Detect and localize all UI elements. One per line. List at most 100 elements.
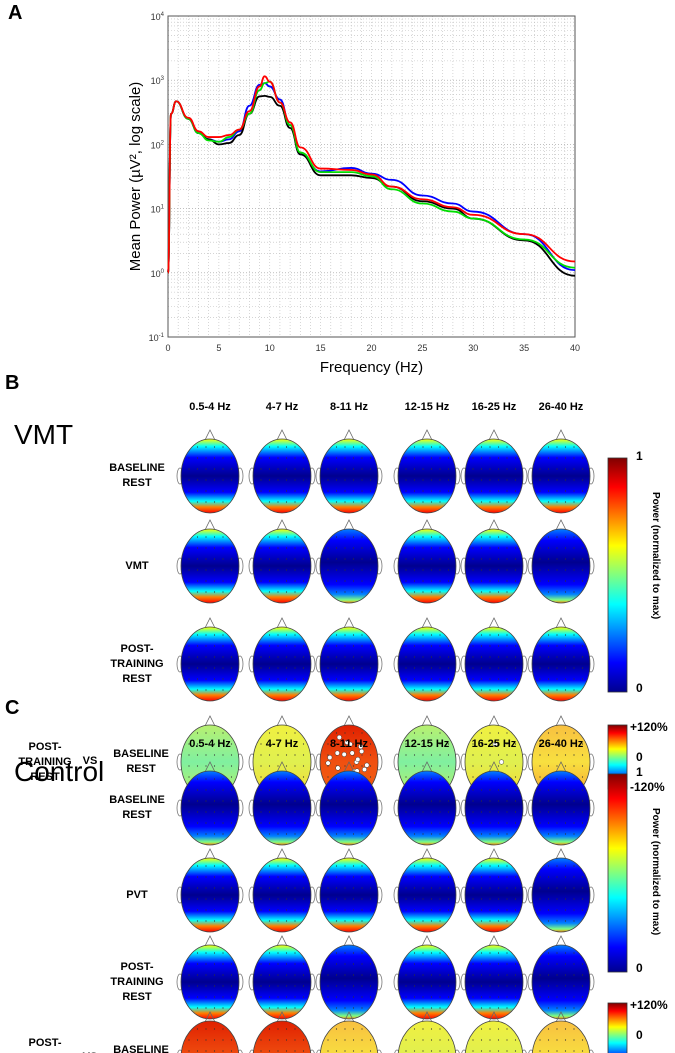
electrode [480,1050,483,1052]
electrode [430,952,433,954]
electrode [480,822,483,824]
ear-right-icon [376,1049,382,1053]
electrode [361,974,363,976]
electrode [294,974,296,976]
nose-icon [488,935,500,947]
electrode [230,800,233,802]
electrode [352,898,355,900]
electrode [294,996,296,998]
electrode [405,974,407,976]
electrode [205,446,207,448]
electrode [361,479,363,481]
electrode [405,547,407,549]
nose-icon [421,848,433,860]
electrode [514,580,517,582]
label-line: REST [30,771,60,783]
electrode [514,909,517,911]
electrode [205,952,207,954]
scalp-map [180,944,240,1020]
electrode [581,876,584,878]
electrode [573,743,575,745]
electrode [268,963,271,965]
electrode [539,887,541,889]
electrode [413,765,416,767]
electrode [361,580,363,582]
nose-icon [555,848,567,860]
electrode [213,743,216,745]
electrode [335,822,338,824]
electrode [480,952,483,954]
electrode [539,645,541,647]
electrode [439,656,441,658]
electrode [277,876,279,878]
electrode [430,457,433,459]
electrode [439,920,441,922]
electrode [439,822,441,824]
electrode [302,547,305,549]
electrode [268,985,271,987]
electrode [480,536,483,538]
scalp-map [319,857,379,933]
electrode [472,789,474,791]
electrode [335,985,338,987]
electrode [277,645,279,647]
electrode [472,776,474,778]
scalp-map [180,626,240,702]
electrode [285,800,288,802]
electrode [335,789,338,791]
electrode [335,634,338,636]
nose-icon [276,935,288,947]
electrode [439,678,441,680]
electrode [439,490,441,492]
electrode [413,865,416,867]
electrode [581,974,584,976]
electrode [489,634,491,636]
electrode [430,634,433,636]
electrode [222,1028,224,1030]
electrode [539,656,541,658]
plot-frame [167,15,576,338]
scalp-map [531,857,591,933]
electrode [422,743,424,745]
electrode [413,667,416,669]
electrode [302,985,305,987]
electrode [489,920,491,922]
electrode [439,800,441,802]
electrode [352,963,355,965]
electrode [327,580,329,582]
electrode [564,446,567,448]
electrode [285,974,288,976]
electrode [472,547,474,549]
electrode [352,952,355,954]
electrode [514,822,517,824]
electrode [439,1007,441,1009]
electrode [285,1028,288,1030]
electrode [277,1028,279,1030]
electrode [268,547,271,549]
electrode [430,446,433,448]
electrode [506,645,508,647]
electrode [547,678,550,680]
electrode [327,645,329,647]
electrode [573,765,575,767]
electrode [230,909,233,911]
electrode [514,800,517,802]
electrode [447,468,450,470]
electrode [573,1028,575,1030]
electrode [539,667,541,669]
electrode [352,656,355,658]
electrode [268,501,271,503]
electrode [213,645,216,647]
electrode [405,996,407,998]
electrode [405,800,407,802]
electrode [547,732,550,734]
electrode [472,678,474,680]
electrode [222,634,224,636]
electrode [581,569,584,571]
electrode [222,765,224,767]
electrode [430,765,433,767]
electrode [277,501,279,503]
electrode [489,1039,491,1041]
electrode [539,909,541,911]
